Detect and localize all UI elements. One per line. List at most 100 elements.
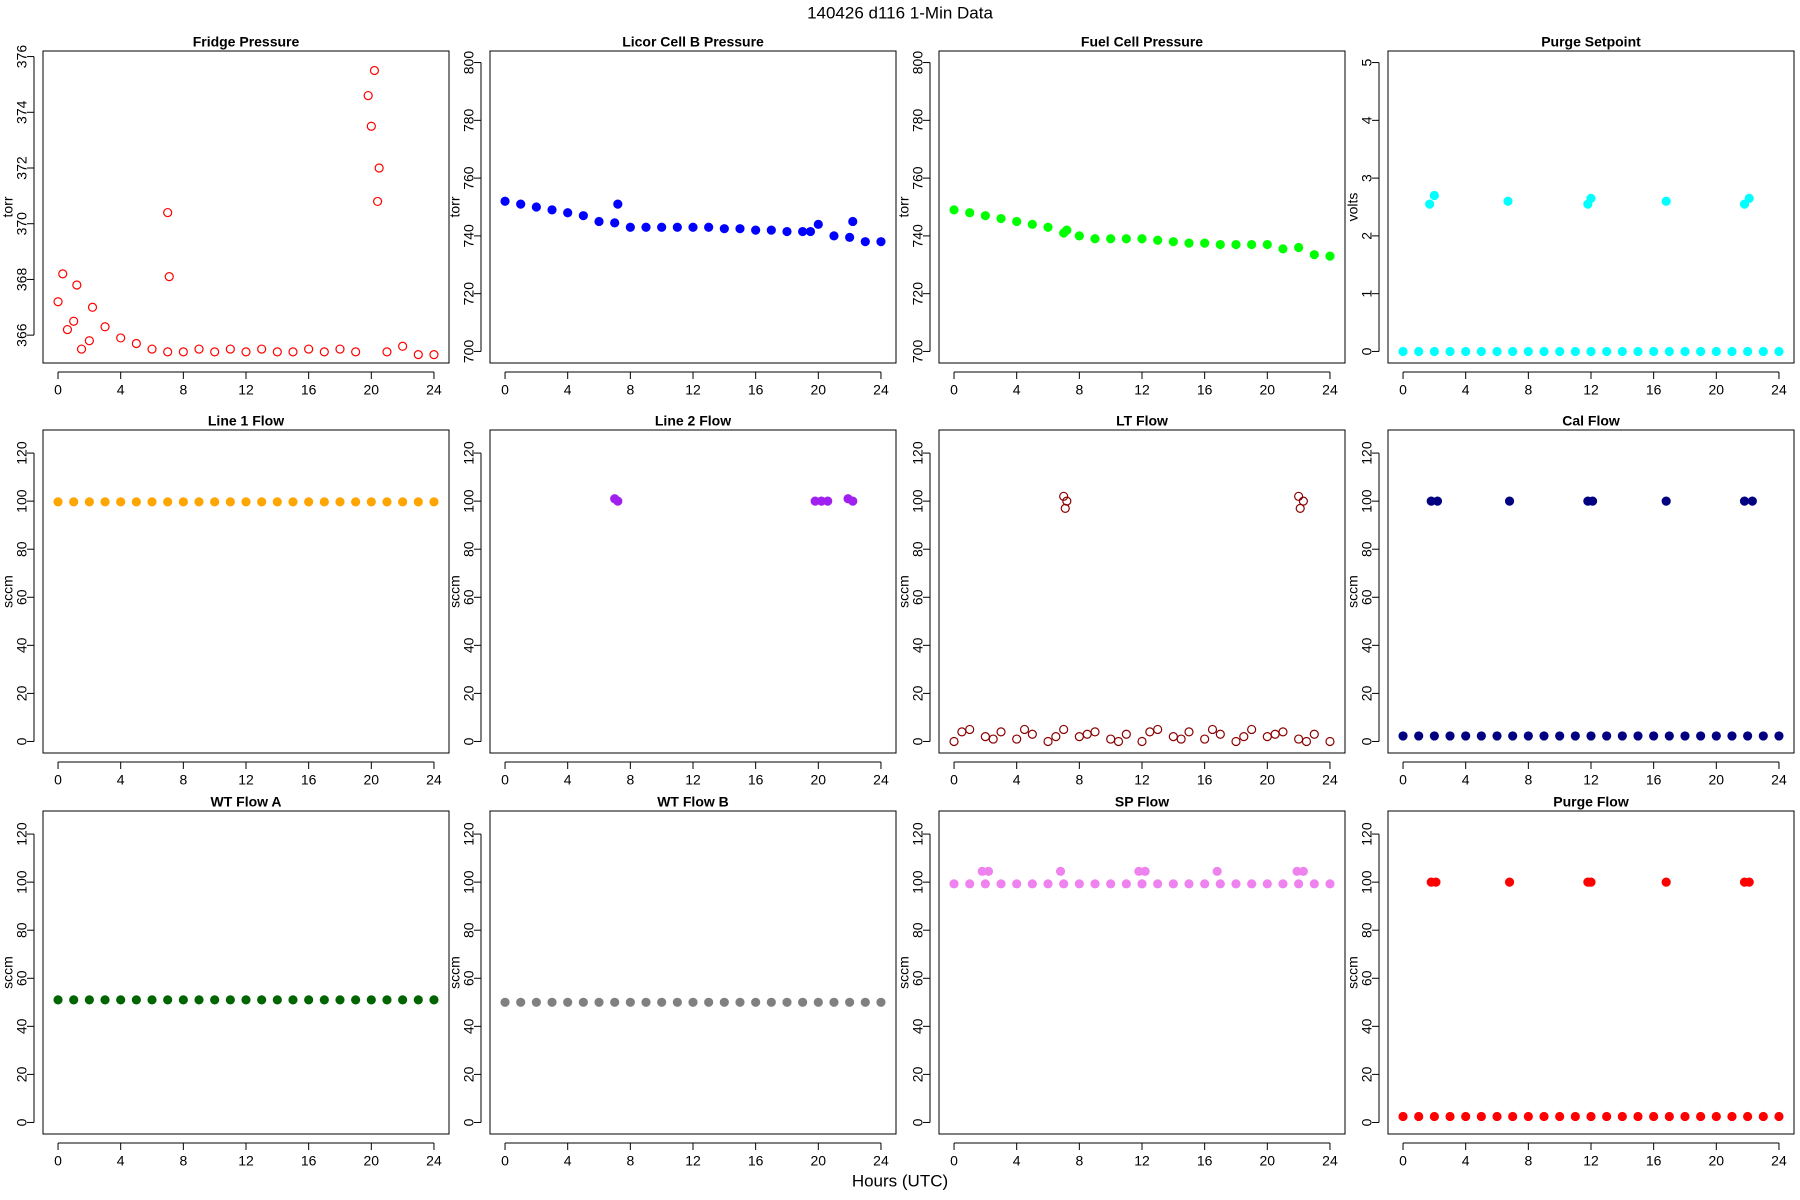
- plot-box: [42, 50, 450, 364]
- point: [164, 272, 174, 282]
- x-tick-label: 12: [685, 1153, 701, 1169]
- point: [1429, 1111, 1439, 1122]
- point: [1429, 731, 1439, 741]
- point: [1294, 242, 1304, 253]
- point: [1586, 193, 1596, 203]
- point: [194, 344, 204, 354]
- x-tick-label: 4: [564, 1153, 572, 1169]
- point: [210, 995, 220, 1005]
- point: [813, 997, 823, 1007]
- point: [516, 199, 526, 209]
- point: [1176, 734, 1186, 744]
- x-tick-label: 20: [811, 772, 827, 788]
- panel-title: WT Flow A: [210, 794, 281, 810]
- point: [1055, 866, 1066, 876]
- point: [288, 497, 298, 507]
- point: [413, 350, 423, 360]
- point: [1633, 731, 1643, 741]
- point: [613, 496, 623, 506]
- point: [751, 225, 761, 235]
- point: [1145, 727, 1155, 737]
- plot-box: [938, 429, 1346, 754]
- point: [1743, 346, 1753, 357]
- point: [84, 995, 94, 1005]
- y-axis-label: sccm: [1345, 575, 1361, 608]
- panel-title: WT Flow B: [657, 794, 729, 810]
- y-tick-label: 0: [1359, 737, 1375, 745]
- point: [845, 232, 855, 242]
- point: [1074, 231, 1084, 241]
- y-tick-label: 700: [910, 340, 926, 364]
- point: [1570, 346, 1580, 357]
- point: [1239, 732, 1249, 742]
- y-tick-label: 80: [14, 922, 30, 938]
- y-tick-label: 760: [461, 166, 477, 190]
- x-tick-label: 0: [54, 382, 62, 398]
- point: [823, 496, 833, 506]
- x-tick-label: 20: [364, 1153, 380, 1169]
- x-tick-label: 24: [1322, 382, 1338, 398]
- point: [1153, 235, 1163, 245]
- panel-title: Cal Flow: [1562, 413, 1620, 429]
- x-tick-label: 20: [364, 382, 380, 398]
- point: [798, 997, 808, 1007]
- point: [1184, 879, 1194, 889]
- x-tick-label: 8: [179, 772, 187, 788]
- point: [980, 211, 990, 221]
- x-tick-label: 24: [426, 1153, 442, 1169]
- point: [1743, 1111, 1753, 1122]
- point: [398, 497, 408, 507]
- point: [641, 997, 651, 1007]
- point: [76, 344, 87, 354]
- point: [1207, 724, 1218, 735]
- point: [657, 997, 667, 1007]
- point: [1508, 346, 1518, 357]
- point: [613, 199, 623, 209]
- point: [1184, 727, 1194, 737]
- x-tick-label: 8: [1524, 1153, 1532, 1169]
- y-tick-label: 40: [461, 1018, 477, 1034]
- y-tick-label: 60: [910, 589, 926, 605]
- y-tick-label: 20: [461, 1066, 477, 1082]
- y-tick-label: 720: [461, 282, 477, 306]
- point: [241, 347, 251, 357]
- point: [641, 222, 651, 232]
- y-axis-label: torr: [0, 196, 16, 217]
- point: [398, 995, 408, 1005]
- point: [672, 997, 682, 1007]
- y-axis-label: sccm: [0, 575, 16, 608]
- point: [848, 496, 858, 506]
- point: [1602, 346, 1612, 357]
- point: [1012, 216, 1022, 227]
- point: [813, 219, 823, 229]
- x-tick-label: 12: [685, 772, 701, 788]
- y-tick-label: 4: [1359, 116, 1375, 124]
- point: [1664, 731, 1674, 741]
- y-tick-label: 100: [14, 870, 30, 894]
- point: [1664, 346, 1674, 357]
- point: [398, 341, 408, 351]
- point: [1301, 736, 1312, 747]
- point: [1602, 731, 1612, 741]
- plot-box: [1387, 810, 1795, 1135]
- point: [704, 222, 714, 232]
- point: [335, 497, 345, 507]
- point: [1696, 346, 1706, 357]
- y-tick-label: 80: [1359, 541, 1375, 557]
- point: [53, 995, 63, 1005]
- y-tick-label: 60: [1359, 970, 1375, 986]
- point: [163, 995, 173, 1005]
- point: [1586, 346, 1596, 357]
- point: [351, 995, 361, 1005]
- point: [1153, 724, 1163, 735]
- x-tick-label: 4: [564, 382, 572, 398]
- x-tick-label: 24: [873, 382, 889, 398]
- point: [1247, 879, 1257, 889]
- y-tick-label: 800: [461, 51, 477, 75]
- y-tick-label: 0: [14, 1118, 30, 1126]
- y-tick-label: 372: [14, 156, 30, 180]
- point: [1051, 732, 1061, 742]
- point: [1758, 731, 1768, 741]
- x-tick-label: 0: [950, 382, 958, 398]
- point: [1043, 736, 1053, 747]
